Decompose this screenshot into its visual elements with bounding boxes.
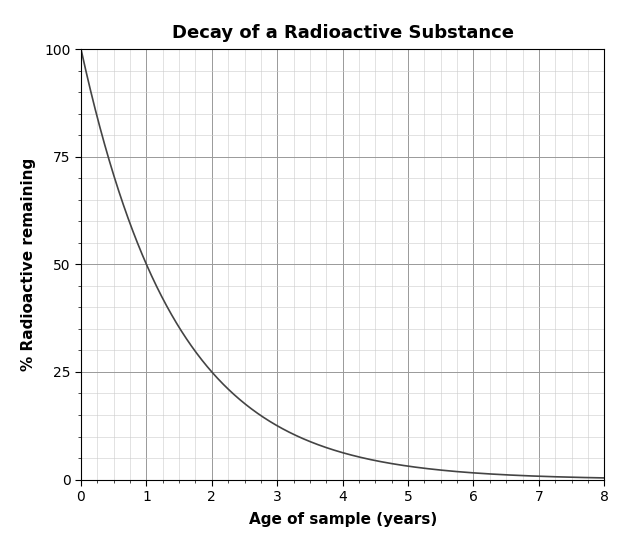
Y-axis label: % Radioactive remaining: % Radioactive remaining bbox=[21, 158, 36, 371]
Title: Decay of a Radioactive Substance: Decay of a Radioactive Substance bbox=[172, 24, 513, 42]
X-axis label: Age of sample (years): Age of sample (years) bbox=[249, 512, 437, 528]
